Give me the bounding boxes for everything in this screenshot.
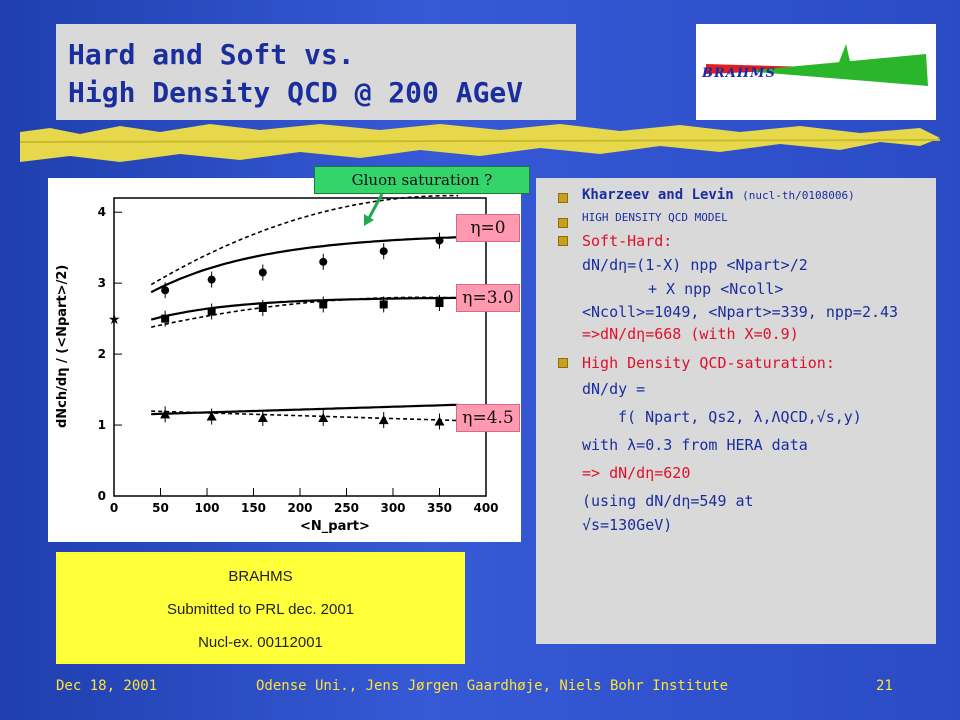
model-curve-dashed	[151, 296, 459, 328]
x-tick-label: 200	[287, 501, 312, 515]
model-curve-dashed	[150, 194, 459, 286]
x-tick-label: 350	[427, 501, 452, 515]
data-point	[160, 409, 171, 419]
y-tick-label: 1	[98, 418, 106, 432]
data-point	[207, 275, 216, 284]
data-point	[378, 415, 389, 425]
logo-graphic	[706, 44, 928, 86]
hd5: (using dN/dη=549 at	[582, 492, 754, 510]
hd6: √s=130GeV)	[582, 516, 673, 534]
plot-panel: 0 50 100 150 200 250 300 350 400 0 1 2 3 4 ★ <N_part>…	[48, 178, 521, 542]
bullet-high-density: High Density QCD-saturation:	[558, 351, 926, 375]
x-tick-label: 100	[194, 501, 219, 515]
soft-hard-title: Soft-Hard:	[582, 232, 673, 250]
footer-date: Dec 18, 2001	[56, 678, 158, 694]
x-tick-label: 400	[473, 501, 498, 515]
eq1: dN/dη=(1-X) npp <Npart>/2	[582, 256, 808, 274]
gluon-saturation-label: Gluon saturation ?	[314, 166, 530, 194]
hd1: dN/dy =	[582, 380, 646, 398]
data-point	[434, 416, 445, 426]
title-line-2: High Density QCD @ 200 AGeV	[68, 76, 524, 109]
eta-label-45: η=4.5	[456, 404, 520, 432]
gluon-arrow	[364, 193, 384, 226]
plot-frame	[113, 197, 487, 497]
data-point	[257, 412, 268, 422]
y-tick-label: 4	[98, 205, 106, 219]
data-point	[319, 300, 328, 309]
data-point	[207, 307, 216, 316]
eta-label-3: η=3.0	[456, 284, 520, 312]
model-curve-solid	[150, 236, 459, 294]
eq3: <Ncoll>=1049, <Npart>=339, npp=2.43	[582, 303, 899, 321]
eq3-result: =>dN/dη=668 (with X=0.9)	[582, 325, 799, 343]
y-tick-label: 0	[98, 489, 106, 503]
kl-ref: (nucl-th/0108006)	[742, 189, 855, 202]
x-tick-label: 300	[380, 501, 405, 515]
plot-star-marker: ★	[108, 312, 121, 328]
ref-line-2: Submitted to PRL dec. 2001	[166, 601, 355, 618]
title-line-1: Hard and Soft vs.	[68, 38, 355, 71]
footer-page: 21	[876, 678, 893, 694]
data-point	[379, 300, 388, 309]
x-tick-label: 150	[241, 501, 266, 515]
bullet-kharzeev: Kharzeev and Levin (nucl-th/0108006)	[558, 186, 926, 205]
eq3-block: <Ncoll>=1049, <Npart>=339, npp=2.43 =>dN…	[558, 301, 926, 345]
hd2: f( Npart, Qs2, λ,ΛQCD,√s,y)	[618, 408, 862, 426]
yellow-stripe	[20, 124, 940, 162]
y-tick-label: 2	[98, 347, 106, 361]
data-point	[435, 299, 444, 308]
data-point	[258, 268, 267, 277]
ref-line-1: BRAHMS	[228, 568, 293, 585]
logo-green-fin	[836, 44, 852, 70]
data-point	[161, 314, 170, 323]
model-curve-solid	[151, 403, 459, 416]
x-tick-label: 50	[152, 501, 169, 515]
data-point	[318, 412, 329, 422]
plot-xlabel: <N_part>	[300, 519, 370, 534]
model-curve-dashed	[151, 410, 459, 422]
model-curve-solid	[150, 296, 459, 321]
y-tick-label: 3	[98, 276, 106, 290]
data-point	[435, 236, 444, 245]
eta-label-0: η=0	[456, 214, 520, 242]
data-point	[319, 257, 328, 266]
hd4: => dN/dη=620	[582, 464, 691, 482]
data-point	[379, 247, 388, 256]
kl-title: Kharzeev and Levin	[582, 187, 734, 203]
kl-model: HIGH DENSITY QCD MODEL	[582, 211, 728, 224]
reference-box: BRAHMS Submitted to PRL dec. 2001 Nucl-e…	[56, 552, 465, 664]
plot-ylabel: dNch/dη / (<Npart>/2)	[55, 265, 70, 428]
x-tick-label: 0	[110, 501, 118, 515]
data-point	[258, 303, 267, 312]
x-tick-label: 250	[334, 501, 359, 515]
title-box: Hard and Soft vs. High Density QCD @ 200…	[56, 24, 576, 120]
data-point	[206, 411, 217, 421]
brahms-logo	[696, 24, 936, 120]
eq2: + X npp <Ncoll>	[648, 280, 784, 298]
logo-text: BRAHMS	[702, 66, 776, 81]
hd-title: High Density QCD-saturation:	[582, 354, 835, 372]
multiplicity-plot: 0 50 100 150 200 250 300 350 400 0 1 2 3 4 ★ <N_part>…	[55, 194, 499, 534]
text-panel: Kharzeev and Levin (nucl-th/0108006) HIG…	[536, 178, 936, 644]
footer-center: Odense Uni., Jens Jørgen Gaardhøje, Niel…	[256, 678, 729, 694]
data-point	[161, 286, 170, 295]
ref-line-3: Nucl-ex. 00112001	[198, 634, 323, 651]
hd3: with λ=0.3 from HERA data	[582, 436, 808, 454]
bullet-soft-hard: Soft-Hard:	[558, 229, 926, 253]
bullet-hd-model: HIGH DENSITY QCD MODEL	[558, 211, 926, 228]
